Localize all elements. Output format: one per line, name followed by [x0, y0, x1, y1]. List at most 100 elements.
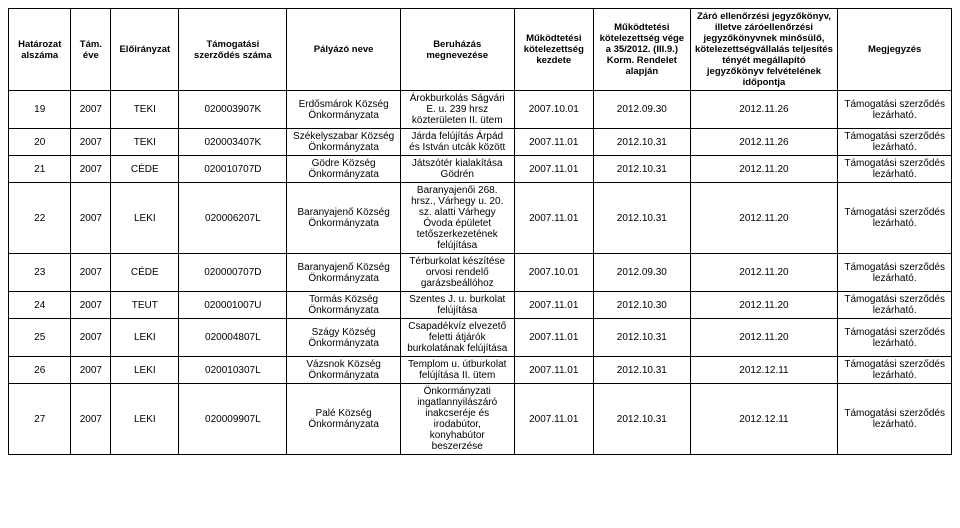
- col-header-4: Pályázó neve: [287, 9, 401, 91]
- col-header-2: Előirányzat: [111, 9, 179, 91]
- cell: 2007: [71, 129, 111, 156]
- cell: 020010707D: [179, 156, 287, 183]
- cell: 2007: [71, 156, 111, 183]
- table-row: 262007LEKI020010307LVázsnok Község Önkor…: [9, 357, 952, 384]
- cell: 2007: [71, 254, 111, 292]
- cell: 2012.10.31: [594, 129, 691, 156]
- cell: Támogatási szerződés lezárható.: [838, 91, 952, 129]
- cell: Járda felújítás Árpád és István utcák kö…: [400, 129, 514, 156]
- cell: 2007: [71, 183, 111, 254]
- cell: Tormás Község Önkormányzata: [287, 292, 401, 319]
- cell: 020004807L: [179, 319, 287, 357]
- cell: 2012.10.30: [594, 292, 691, 319]
- cell: 24: [9, 292, 71, 319]
- table-row: 192007TEKI020003907KErdősmárok Község Ön…: [9, 91, 952, 129]
- cell: 19: [9, 91, 71, 129]
- cell: Támogatási szerződés lezárható.: [838, 357, 952, 384]
- cell: 2012.10.31: [594, 183, 691, 254]
- cell: Árokburkolás Ságvári E. u. 239 hrsz közt…: [400, 91, 514, 129]
- cell: Térburkolat készítése orvosi rendelő gar…: [400, 254, 514, 292]
- table-row: 232007CÉDE020000707DBaranyajenő Község Ö…: [9, 254, 952, 292]
- table-row: 212007CÉDE020010707DGödre Község Önkormá…: [9, 156, 952, 183]
- cell: 2007.11.01: [514, 292, 594, 319]
- cell: 2007: [71, 319, 111, 357]
- cell: 2012.11.20: [690, 292, 838, 319]
- cell: 2007: [71, 357, 111, 384]
- col-header-3: Támogatási szerződés száma: [179, 9, 287, 91]
- col-header-1: Tám. éve: [71, 9, 111, 91]
- col-header-0: Határozat alszáma: [9, 9, 71, 91]
- cell: 2012.09.30: [594, 254, 691, 292]
- table-row: 222007LEKI020006207LBaranyajenő Község Ö…: [9, 183, 952, 254]
- cell: 2012.12.11: [690, 384, 838, 455]
- cell: 22: [9, 183, 71, 254]
- col-header-6: Működtetési kötelezettség kezdete: [514, 9, 594, 91]
- cell: CÉDE: [111, 254, 179, 292]
- cell: 2012.11.20: [690, 254, 838, 292]
- cell: LEKI: [111, 183, 179, 254]
- cell: 2007.11.01: [514, 183, 594, 254]
- table-row: 242007TEUT020001007UTormás Község Önkorm…: [9, 292, 952, 319]
- cell: 21: [9, 156, 71, 183]
- cell: 2012.09.30: [594, 91, 691, 129]
- table-body: 192007TEKI020003907KErdősmárok Község Ön…: [9, 91, 952, 455]
- cell: 2012.12.11: [690, 357, 838, 384]
- cell: Szágy Község Önkormányzata: [287, 319, 401, 357]
- col-header-9: Megjegyzés: [838, 9, 952, 91]
- cell: Támogatási szerződés lezárható.: [838, 384, 952, 455]
- cell: 23: [9, 254, 71, 292]
- cell: 20: [9, 129, 71, 156]
- cell: 27: [9, 384, 71, 455]
- cell: Támogatási szerződés lezárható.: [838, 319, 952, 357]
- cell: 020010307L: [179, 357, 287, 384]
- cell: Baranyajenői 268. hrsz., Várhegy u. 20. …: [400, 183, 514, 254]
- cell: 2012.11.20: [690, 319, 838, 357]
- table-row: 272007LEKI020009907LPalé Község Önkormán…: [9, 384, 952, 455]
- cell: Gödre Község Önkormányzata: [287, 156, 401, 183]
- table-row: 252007LEKI020004807LSzágy Község Önkormá…: [9, 319, 952, 357]
- data-table: Határozat alszámaTám. éveElőirányzatTámo…: [8, 8, 952, 455]
- cell: 25: [9, 319, 71, 357]
- cell: Baranyajenő Község Önkormányzata: [287, 254, 401, 292]
- cell: 2012.11.20: [690, 156, 838, 183]
- cell: Vázsnok Község Önkormányzata: [287, 357, 401, 384]
- cell: Csapadékvíz elvezető feletti átjárók bur…: [400, 319, 514, 357]
- cell: 2012.11.26: [690, 129, 838, 156]
- cell: 2007: [71, 91, 111, 129]
- cell: 020009907L: [179, 384, 287, 455]
- cell: LEKI: [111, 357, 179, 384]
- cell: 26: [9, 357, 71, 384]
- cell: 2007: [71, 384, 111, 455]
- cell: 020003907K: [179, 91, 287, 129]
- cell: CÉDE: [111, 156, 179, 183]
- cell: LEKI: [111, 384, 179, 455]
- table-header: Határozat alszámaTám. éveElőirányzatTámo…: [9, 9, 952, 91]
- cell: Székelyszabar Község Önkormányzata: [287, 129, 401, 156]
- cell: Baranyajenő Község Önkormányzata: [287, 183, 401, 254]
- cell: 020001007U: [179, 292, 287, 319]
- cell: TEUT: [111, 292, 179, 319]
- cell: 2012.11.26: [690, 91, 838, 129]
- cell: 2007.10.01: [514, 91, 594, 129]
- cell: Erdősmárok Község Önkormányzata: [287, 91, 401, 129]
- cell: 2012.10.31: [594, 319, 691, 357]
- col-header-8: Záró ellenőrzési jegyzőkönyv, illetve zá…: [690, 9, 838, 91]
- table-row: 202007TEKI020003407KSzékelyszabar Község…: [9, 129, 952, 156]
- cell: 2007.11.01: [514, 129, 594, 156]
- cell: 020000707D: [179, 254, 287, 292]
- cell: 2012.11.20: [690, 183, 838, 254]
- cell: 2012.10.31: [594, 357, 691, 384]
- cell: 2007: [71, 292, 111, 319]
- cell: 2007.11.01: [514, 319, 594, 357]
- cell: LEKI: [111, 319, 179, 357]
- cell: Támogatási szerződés lezárható.: [838, 254, 952, 292]
- col-header-5: Beruházás megnevezése: [400, 9, 514, 91]
- cell: Támogatási szerződés lezárható.: [838, 292, 952, 319]
- cell: Önkormányzati ingatlannyilászáró inakcse…: [400, 384, 514, 455]
- cell: 2007.11.01: [514, 384, 594, 455]
- cell: Palé Község Önkormányzata: [287, 384, 401, 455]
- cell: 020006207L: [179, 183, 287, 254]
- cell: 2007.11.01: [514, 156, 594, 183]
- cell: 2007.10.01: [514, 254, 594, 292]
- cell: Támogatási szerződés lezárható.: [838, 129, 952, 156]
